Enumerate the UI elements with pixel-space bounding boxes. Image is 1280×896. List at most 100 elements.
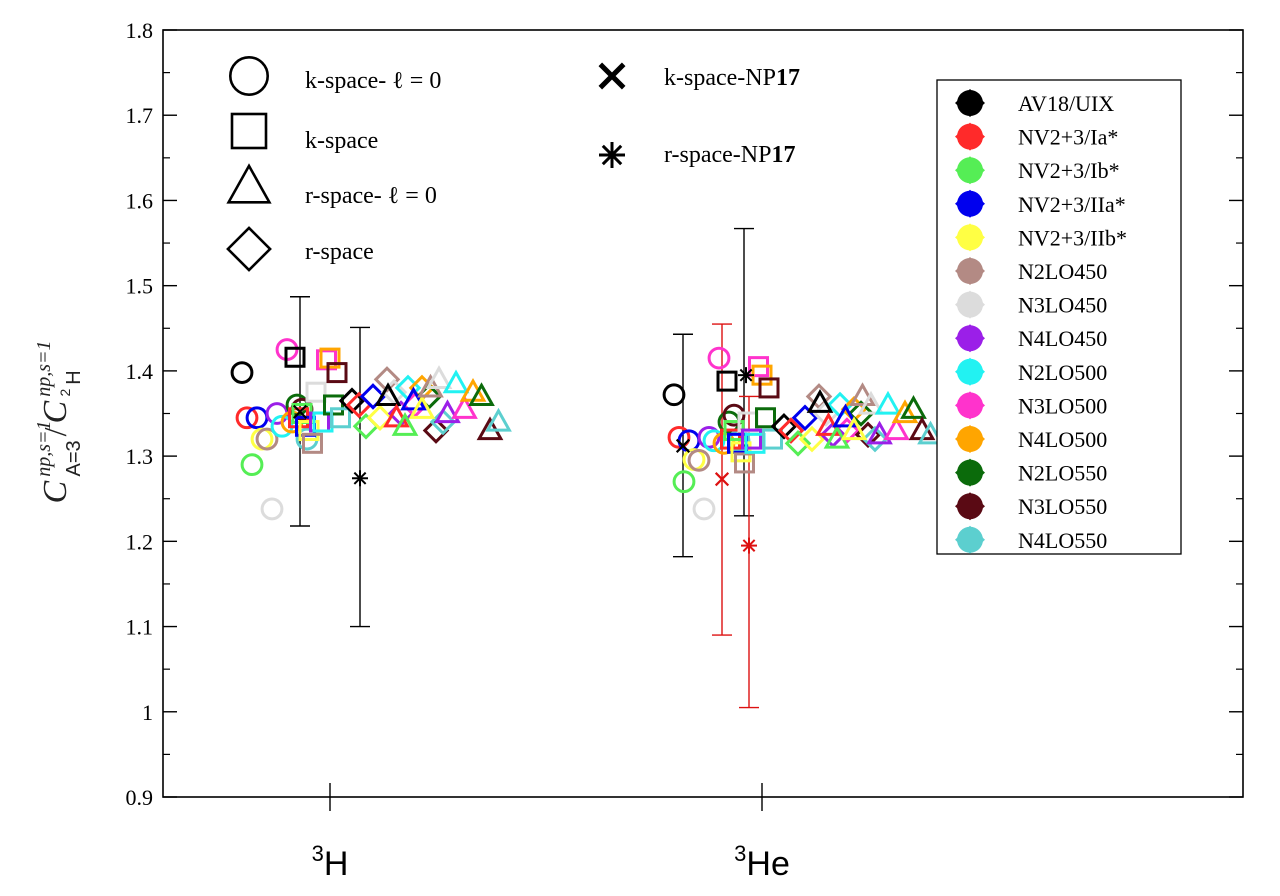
model-legend-label-N3LO550: N3LO550 [1018,494,1107,519]
model-legend-entry-N4LO450: N4LO450 [955,324,1107,353]
diamond-point-NV2+3/IIb* [366,404,394,432]
circle-point-AV18/UIX [662,383,686,407]
diamond-point-N4LO550 [429,408,457,436]
model-legend-entry-NV2+3/Ia*: NV2+3/Ia* [955,122,1118,151]
category-label-name: H [324,845,349,883]
square-point-N2LO550 [323,394,344,416]
y-tick-label: 1.8 [126,18,154,43]
r-space-np17-black-point-3He [738,367,754,384]
model-legend-label-N4LO500: N4LO500 [1018,427,1107,452]
y-tick-label: 1.2 [126,529,154,554]
method-legend-triangle-marker [226,163,272,204]
triangle-point-NV2+3/Ib* [391,412,419,436]
square-point-AV18/UIX [716,370,738,392]
diamond-point-N2LO550 [847,400,875,427]
circle-point-NV2+3/Ia* [667,425,691,449]
method-legend-square-label: k-space [305,128,378,154]
square-point-N4LO550 [330,407,351,429]
model-legend-label-N2LO550: N2LO550 [1018,461,1107,486]
ylabel-sub-left: A=3 [63,440,85,476]
square-point-N4LO450 [741,428,762,450]
triangle-point-N2LO500 [442,369,470,394]
category-label: 3H [312,841,349,883]
diamond-point-AV18/UIX [338,387,366,414]
category-axis: 3H 3He [312,783,790,883]
triangle-point-N4LO550 [917,420,944,445]
category-label: 3He [734,841,790,883]
triangle-point-N3LO500 [451,395,478,419]
square-point-AV18/UIX [284,346,306,368]
svg-text:C np,s=1 A=3: C np,s=1 A=3 / C np,s=1 2 H [33,337,85,504]
method-legend-triangle-label: r-space- ℓ = 0 [305,183,437,209]
model-legend-label-N4LO550: N4LO550 [1018,528,1107,553]
triangle-point-N2LO500 [874,390,902,415]
y-tick-label: 1 [142,700,153,725]
square-point-N4LO500 [319,347,341,369]
model-legend-label-NV2+3/IIa*: NV2+3/IIa* [1018,192,1126,217]
y-tick-label: 1.3 [126,444,154,469]
triangle-point-N4LO550 [485,407,512,432]
r-space-np17-red-point-3He [741,537,757,554]
diamond-point-NV2+3/IIa* [359,383,387,410]
y-tick-label: 1.4 [126,359,154,384]
ylabel-main-right: C [37,400,74,423]
method-legend-circle-marker [229,55,270,97]
circle-point-NV2+3/Ib* [240,453,264,477]
category-label-sup: 3 [734,841,746,866]
model-legend-label-NV2+3/Ia*: NV2+3/Ia* [1018,125,1118,150]
model-legend-label-N2LO500: N2LO500 [1018,360,1107,385]
k-space-np17-red-point-3He [714,472,730,487]
model-legend-label-AV18/UIX: AV18/UIX [1018,91,1114,116]
model-legend-label-N3LO500: N3LO500 [1018,393,1107,418]
triangle-point-AV18/UIX [374,382,402,407]
circle-point-NV2+3/Ia* [235,406,259,430]
triangle-point-NV2+3/IIa* [400,386,427,411]
model-legend-entry-AV18/UIX: AV18/UIX [955,89,1114,117]
triangle-point-N3LO450 [425,365,453,390]
ylabel-slash: / [37,427,73,436]
model-legend-label-NV2+3/IIb*: NV2+3/IIb* [1018,225,1127,250]
triangle-point-N3LO500 [883,416,910,441]
triangle-point-N3LO450 [857,390,885,415]
circle-point-N3LO550 [722,403,746,427]
y-tick-label: 1.1 [126,615,154,640]
ylabel-sub-right: H [63,370,85,384]
circle-point-N4LO450 [265,402,289,425]
method-legend: k-space- ℓ = 0 k-space r-space- ℓ = 0 r-spa… [226,55,800,272]
square-point-N3LO550 [758,377,780,399]
y-tick-label: 0.9 [126,785,154,810]
triangle-point-N2LO550 [468,382,495,407]
model-legend-entry-NV2+3/IIb*: NV2+3/IIb* [955,223,1127,252]
method-legend-diamond-marker [226,226,272,272]
y-axis-label: C np,s=1 A=3 / C np,s=1 2 H [33,337,85,504]
method-legend-cross-marker [598,62,626,90]
diamond-point-N3LO550 [422,417,450,444]
diamond-point-NV2+3/Ia* [777,417,805,444]
ylabel-main-left: C [37,480,74,503]
diamond-point-NV2+3/Ib* [784,430,812,457]
diamond-point-N4LO550 [861,425,889,453]
model-legend-entry-N3LO550: N3LO550 [955,492,1107,521]
model-legend-label-N3LO450: N3LO450 [1018,293,1107,318]
square-point-N2LO550 [755,407,776,429]
model-legend-entry-N4LO500: N4LO500 [955,425,1107,453]
ylabel-sup-left: np,s=1 [33,421,55,477]
model-legend-entry-NV2+3/Ib*: NV2+3/Ib* [955,156,1120,185]
triangle-point-NV2+3/IIb* [840,416,868,441]
circle-point-N3LO450 [260,497,284,521]
model-legend-label-N2LO450: N2LO450 [1018,259,1107,284]
model-legend-entry-N3LO500: N3LO500 [955,391,1107,420]
model-legend-entry-N4LO550: N4LO550 [955,525,1107,554]
category-label-sup: 3 [312,841,324,866]
y-tick-label: 1.7 [126,103,154,128]
triangle-point-NV2+3/IIa* [832,403,859,428]
data-points [230,338,944,554]
y-axis: 0.9 1 1.1 1.2 1.3 1.4 1.5 1.6 1.7 1.8 [126,18,1243,810]
method-legend-diamond-label: r-space [305,239,374,265]
method-legend-square-marker [230,112,268,150]
circle-point-N4LO450 [697,425,721,449]
diamond-point-AV18/UIX [770,413,798,440]
square-point-N2LO450 [302,432,323,454]
diamond-point-NV2+3/IIa* [791,404,819,432]
